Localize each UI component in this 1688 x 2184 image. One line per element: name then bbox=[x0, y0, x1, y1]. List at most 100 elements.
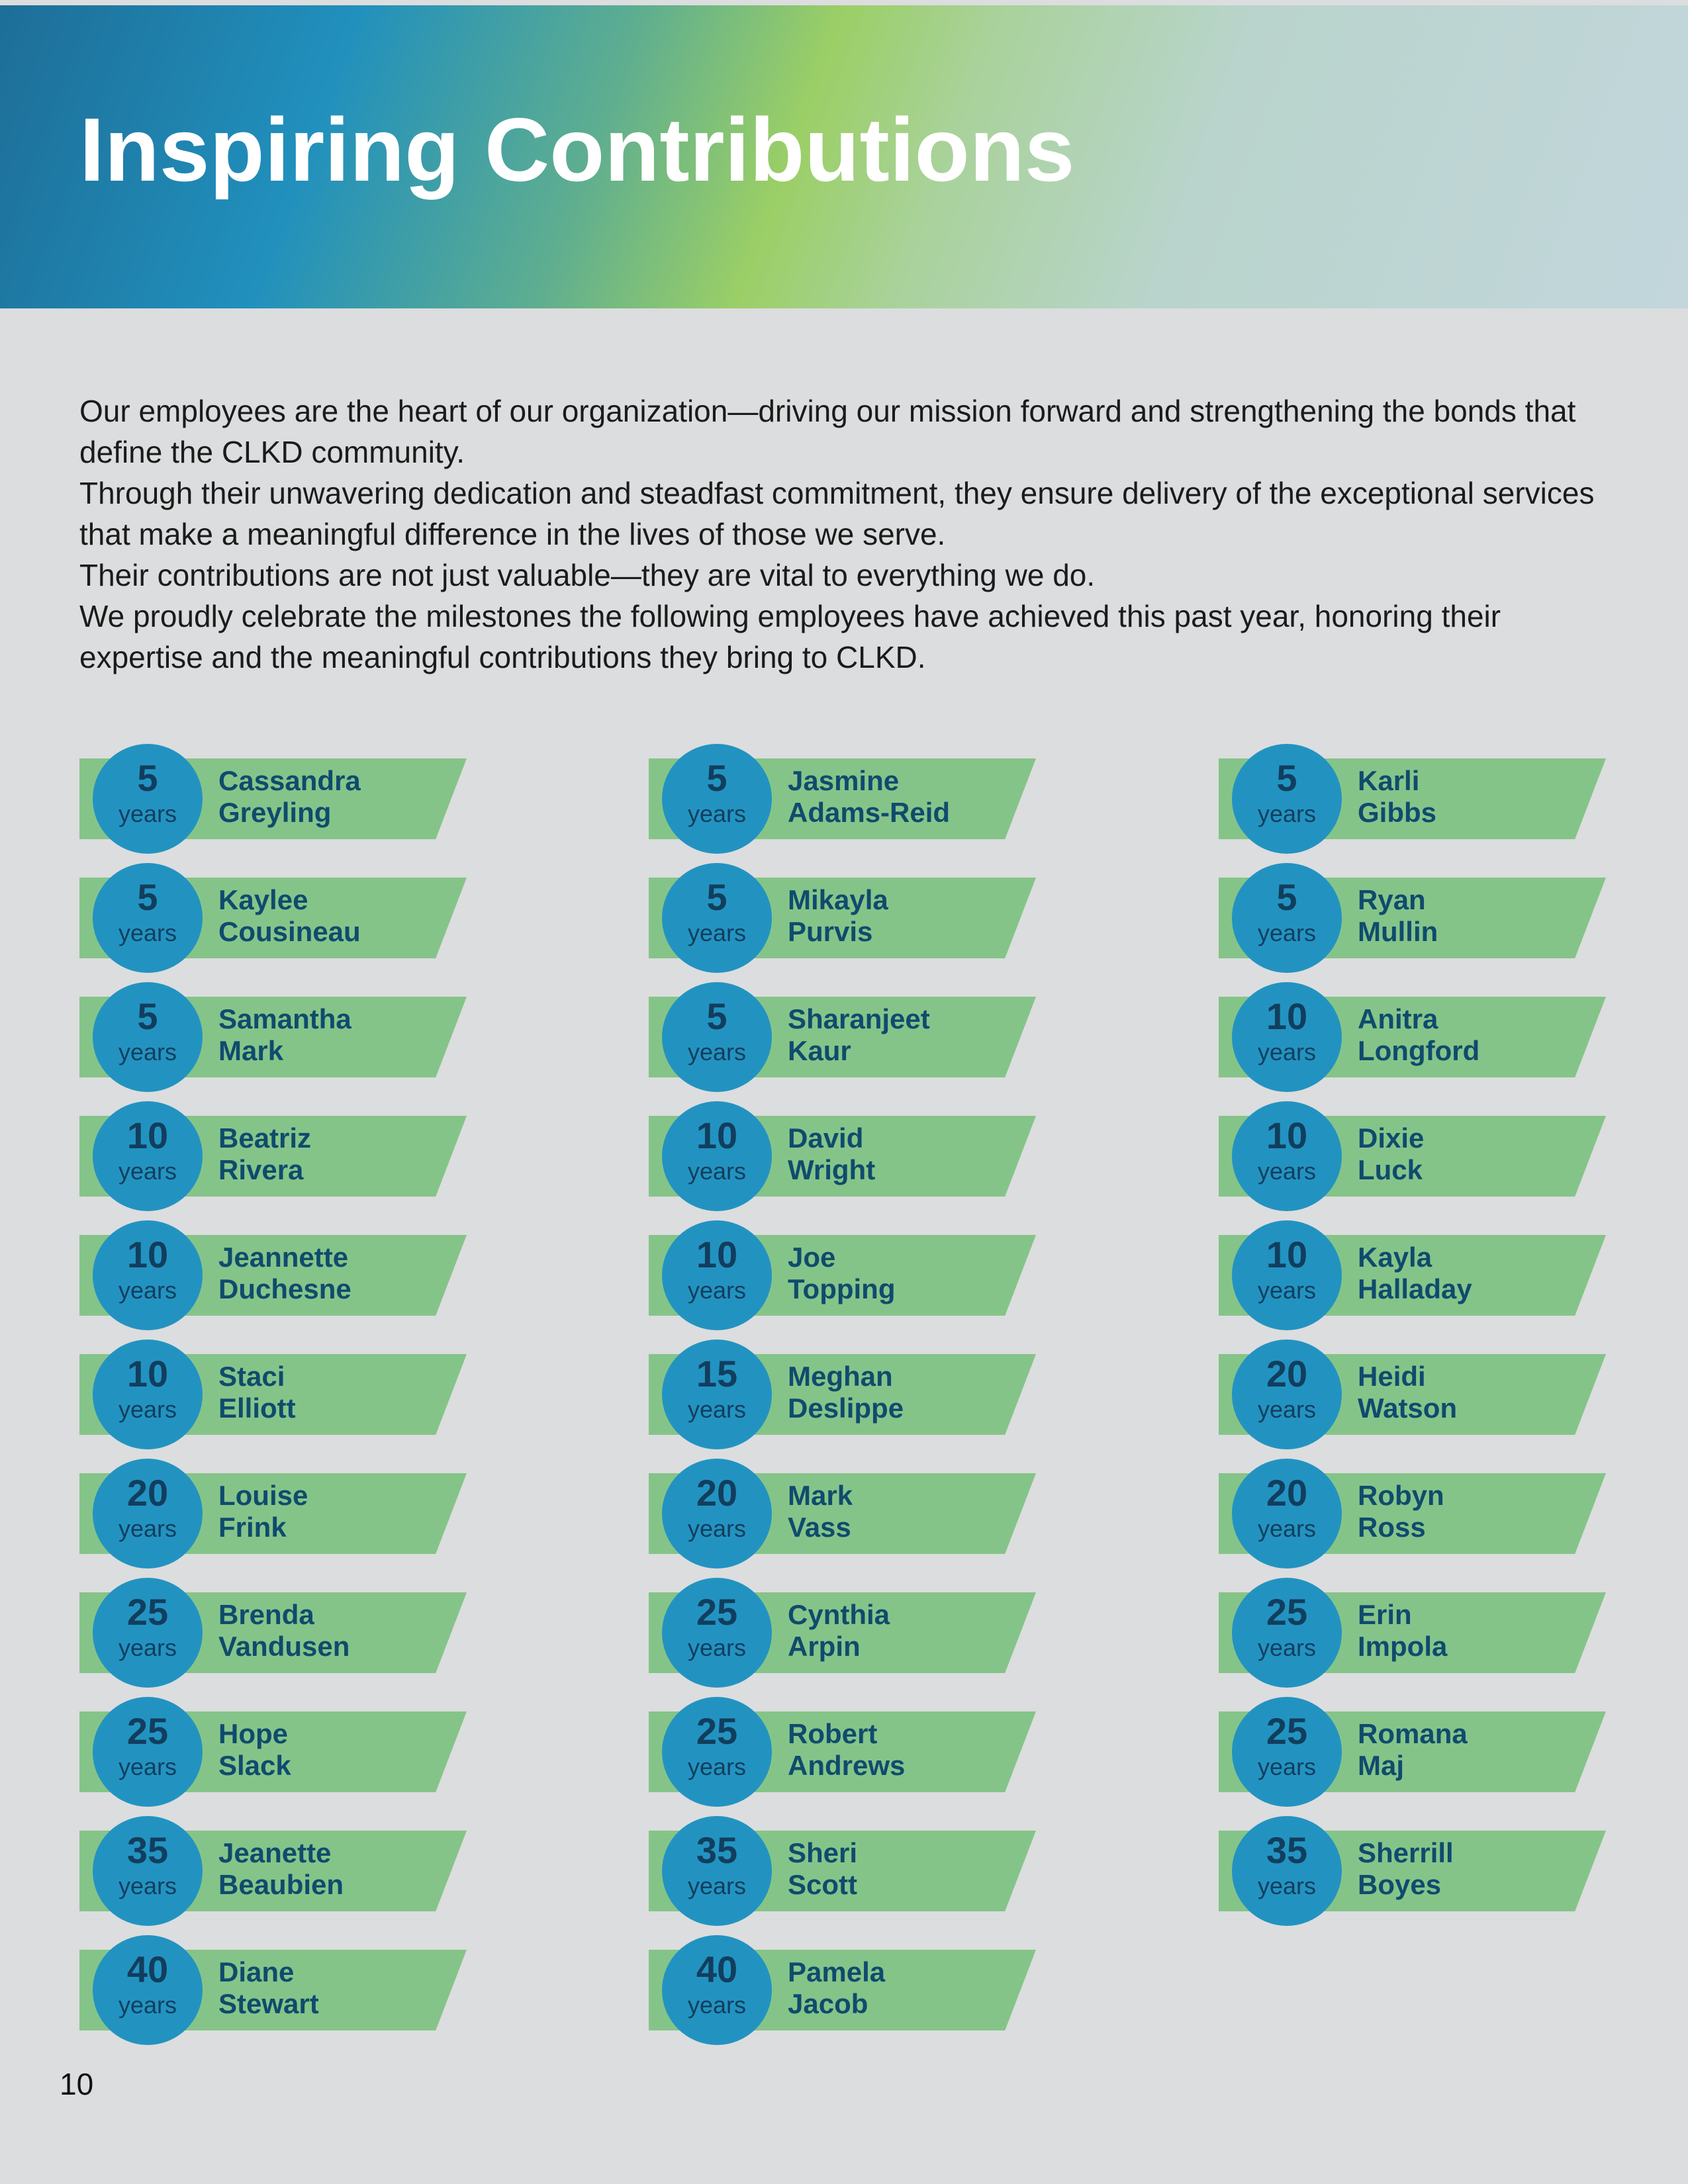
years-number: 5 bbox=[137, 876, 158, 918]
first-name: Pamela bbox=[788, 1956, 886, 1987]
last-name: Vandusen bbox=[218, 1631, 350, 1662]
years-badge: 10 years bbox=[662, 1220, 772, 1330]
years-badge: 5 years bbox=[93, 863, 203, 973]
years-unit: years bbox=[1257, 1038, 1317, 1066]
employee-name: Jeanette Beaubien bbox=[218, 1837, 344, 1901]
years-unit: years bbox=[118, 1277, 177, 1304]
first-name: Erin bbox=[1358, 1599, 1412, 1630]
last-name: Topping bbox=[788, 1273, 896, 1304]
years-number: 10 bbox=[126, 1115, 169, 1156]
years-unit: years bbox=[687, 1753, 747, 1780]
years-badge: 20 years bbox=[662, 1459, 772, 1569]
first-name: Romana bbox=[1358, 1718, 1468, 1749]
years-unit: years bbox=[687, 1277, 747, 1304]
first-name: Hope bbox=[218, 1718, 288, 1749]
years-unit: years bbox=[118, 1158, 177, 1185]
last-name: Frink bbox=[218, 1512, 287, 1543]
years-number: 25 bbox=[126, 1591, 169, 1633]
years-number: 25 bbox=[1266, 1591, 1308, 1633]
first-name: Sheri bbox=[788, 1837, 858, 1868]
years-number: 40 bbox=[696, 1948, 738, 1990]
years-unit: years bbox=[1257, 800, 1317, 827]
last-name: Wright bbox=[788, 1154, 876, 1185]
intro: Our employees are the heart of our organ… bbox=[79, 390, 1622, 678]
employee-name: Joe Topping bbox=[788, 1242, 895, 1305]
first-name: Mark bbox=[788, 1480, 853, 1511]
employee-name: Louise Frink bbox=[218, 1480, 308, 1543]
employee-name: Mark Vass bbox=[788, 1480, 853, 1543]
years-number: 5 bbox=[706, 757, 727, 799]
last-name: Rivera bbox=[218, 1154, 304, 1185]
last-name: Mark bbox=[218, 1035, 284, 1066]
employee-card: 25 years Hope Slack bbox=[79, 1697, 477, 1816]
first-name: Dixie bbox=[1358, 1122, 1425, 1154]
years-badge: 20 years bbox=[1232, 1459, 1342, 1569]
first-name: Karli bbox=[1358, 765, 1420, 796]
years-number: 20 bbox=[696, 1472, 738, 1514]
last-name: Luck bbox=[1358, 1154, 1423, 1185]
first-name: Kayla bbox=[1358, 1242, 1432, 1273]
years-badge: 5 years bbox=[662, 744, 772, 854]
employee-card: 35 years Sherrill Boyes bbox=[1219, 1816, 1616, 1935]
first-name: Mikayla bbox=[788, 884, 888, 915]
years-unit: years bbox=[1257, 1396, 1317, 1423]
years-number: 35 bbox=[696, 1829, 738, 1871]
employee-name: Ryan Mullin bbox=[1358, 884, 1438, 948]
years-badge: 35 years bbox=[93, 1816, 203, 1926]
years-unit: years bbox=[118, 1515, 177, 1542]
employee-name: Robyn Ross bbox=[1358, 1480, 1444, 1543]
years-badge: 15 years bbox=[662, 1340, 772, 1449]
years-number: 25 bbox=[696, 1710, 738, 1752]
employee-name: Romana Maj bbox=[1358, 1718, 1468, 1782]
years-unit: years bbox=[118, 919, 177, 946]
years-badge: 5 years bbox=[662, 863, 772, 973]
years-number: 10 bbox=[696, 1115, 738, 1156]
first-name: Louise bbox=[218, 1480, 308, 1511]
years-unit: years bbox=[118, 1634, 177, 1661]
first-name: Jasmine bbox=[788, 765, 900, 796]
employee-card: 5 years Ryan Mullin bbox=[1219, 863, 1616, 982]
first-name: David bbox=[788, 1122, 864, 1154]
first-name: Joe bbox=[788, 1242, 836, 1273]
years-unit: years bbox=[1257, 1158, 1317, 1185]
intro-paragraph: Their contributions are not just valuabl… bbox=[79, 558, 1096, 592]
employee-card: 25 years Romana Maj bbox=[1219, 1697, 1616, 1816]
first-name: Cynthia bbox=[788, 1599, 890, 1630]
years-number: 20 bbox=[1266, 1353, 1308, 1394]
employee-name: Samantha Mark bbox=[218, 1003, 352, 1067]
first-name: Meghan bbox=[788, 1361, 893, 1392]
last-name: Deslippe bbox=[788, 1392, 904, 1424]
years-number: 5 bbox=[137, 757, 158, 799]
first-name: Brenda bbox=[218, 1599, 314, 1630]
years-unit: years bbox=[1257, 1277, 1317, 1304]
intro-paragraph: We proudly celebrate the milestones the … bbox=[79, 599, 1501, 674]
years-unit: years bbox=[1257, 1753, 1317, 1780]
last-name: Greyling bbox=[218, 797, 332, 828]
years-badge: 5 years bbox=[93, 982, 203, 1092]
employee-card: 10 years Staci Elliott bbox=[79, 1340, 477, 1459]
years-number: 10 bbox=[126, 1353, 169, 1394]
years-number: 10 bbox=[1266, 995, 1308, 1037]
last-name: Slack bbox=[218, 1750, 291, 1781]
years-unit: years bbox=[687, 1872, 747, 1899]
years-badge: 20 years bbox=[1232, 1340, 1342, 1449]
years-badge: 25 years bbox=[93, 1697, 203, 1807]
employee-name: Jasmine Adams-Reid bbox=[788, 765, 950, 829]
years-unit: years bbox=[687, 1396, 747, 1423]
employee-card: 25 years Robert Andrews bbox=[649, 1697, 1046, 1816]
last-name: Elliott bbox=[218, 1392, 296, 1424]
first-name: Ryan bbox=[1358, 884, 1426, 915]
years-number: 5 bbox=[706, 995, 727, 1037]
employee-name: Pamela Jacob bbox=[788, 1956, 885, 2020]
years-badge: 10 years bbox=[1232, 982, 1342, 1092]
employee-card: 5 years Karli Gibbs bbox=[1219, 744, 1616, 863]
years-number: 35 bbox=[126, 1829, 169, 1871]
employee-card: 40 years Diane Stewart bbox=[79, 1935, 477, 2054]
years-number: 40 bbox=[126, 1948, 169, 1990]
years-number: 5 bbox=[706, 876, 727, 918]
intro-paragraph: Our employees are the heart of our organ… bbox=[79, 394, 1576, 469]
years-badge: 5 years bbox=[1232, 744, 1342, 854]
employee-name: Karli Gibbs bbox=[1358, 765, 1436, 829]
last-name: Arpin bbox=[788, 1631, 861, 1662]
last-name: Duchesne bbox=[218, 1273, 352, 1304]
